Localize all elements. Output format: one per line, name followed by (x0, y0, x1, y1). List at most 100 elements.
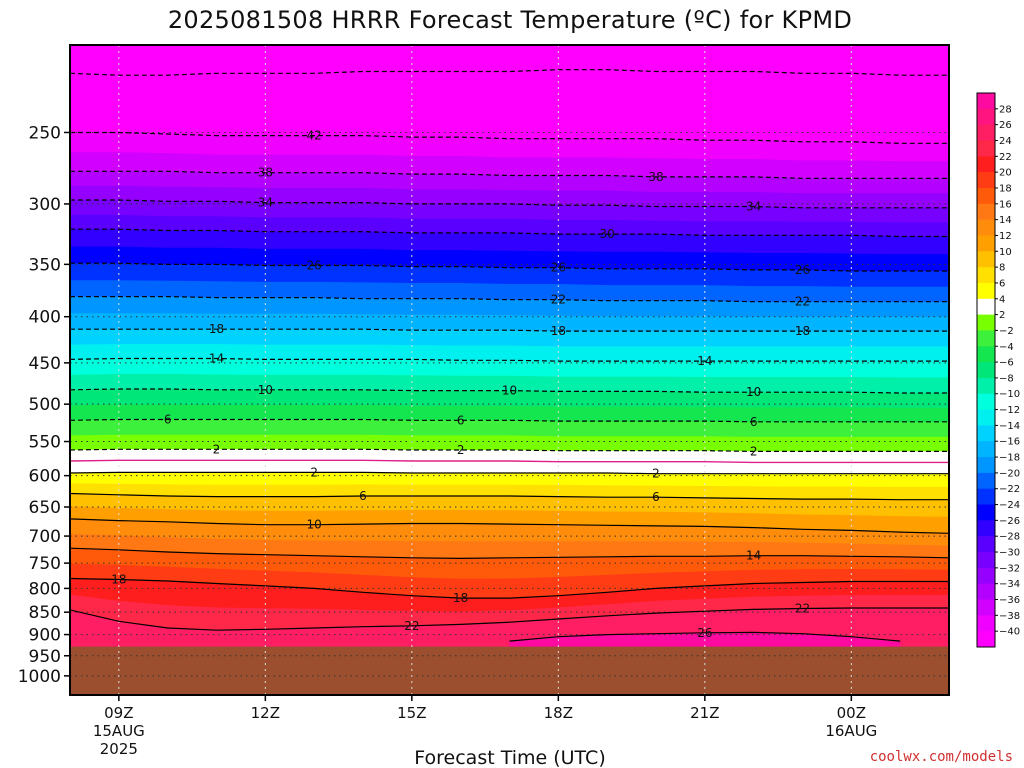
colorbar-label: −24 (999, 500, 1020, 511)
y-tick-label: 400 (29, 308, 61, 328)
isotherm-label: 6 (750, 415, 758, 429)
colorbar-label: 2 (999, 310, 1005, 321)
isotherm-label: 14 (209, 351, 224, 365)
gridlines (70, 45, 949, 695)
colorbar-label: −36 (999, 595, 1020, 606)
colorbar-label: −40 (999, 627, 1020, 638)
colorbar-label: −32 (999, 563, 1020, 574)
colorbar-label: −34 (999, 579, 1020, 590)
colorbar-label: −16 (999, 437, 1020, 448)
y-tick-label: 850 (29, 603, 61, 623)
colorbar-swatch (977, 520, 995, 537)
isotherm-label: 18 (795, 324, 810, 338)
x-tick-label: 09Z (104, 704, 133, 722)
isotherm-line (70, 471, 949, 475)
y-tick-label: 350 (29, 255, 61, 275)
colorbar-swatch (977, 156, 995, 173)
colorbar-swatch (977, 615, 995, 632)
ground-fill (70, 646, 949, 695)
isotherm-line (70, 418, 949, 423)
credit-text: coolwx.com/models (870, 749, 1013, 765)
colorbar-label: −12 (999, 405, 1020, 416)
isotherm-label: 34 (258, 196, 273, 210)
isotherm-contours (70, 69, 949, 642)
colorbar-label: 26 (999, 120, 1012, 131)
isotherm-line (70, 296, 949, 303)
isotherm-label: 42 (307, 129, 322, 143)
colorbar-swatch (977, 425, 995, 442)
isotherm-label: 10 (746, 385, 761, 399)
isotherm-label: 34 (746, 200, 761, 214)
isotherm-label: 26 (551, 261, 566, 275)
colorbar-swatch (977, 552, 995, 569)
isotherm-label: 26 (307, 258, 322, 272)
colorbar-label: −2 (999, 326, 1014, 337)
colorbar-swatch (977, 567, 995, 585)
colorbar-label: 6 (999, 278, 1005, 289)
colorbar-swatch (977, 108, 995, 126)
isotherm-label: 22 (795, 601, 810, 615)
isotherm-line (70, 547, 949, 560)
colorbar-swatch (977, 235, 995, 252)
isotherm-label: 14 (697, 354, 712, 368)
isotherm-line (70, 459, 949, 464)
isotherm-label: 2 (457, 443, 465, 457)
isotherm-label: 38 (648, 170, 663, 184)
colorbar-swatch (977, 282, 995, 300)
colorbar-swatch (977, 219, 995, 236)
colorbar-label: −38 (999, 611, 1020, 622)
isotherm-label: 6 (652, 490, 660, 504)
chart-title: 2025081508 HRRR Forecast Temperature (ºC… (168, 6, 852, 34)
isotherm-line (70, 357, 949, 362)
colorbar-swatch (977, 362, 995, 379)
isotherm-label: 10 (502, 384, 517, 398)
ground-layer (70, 646, 949, 695)
isotherm-label: 6 (359, 489, 367, 503)
isotherm-label: 2 (213, 442, 221, 456)
y-tick-label: 250 (29, 123, 61, 143)
x-tick-label: 18Z (544, 704, 573, 722)
y-tick-label: 650 (29, 498, 61, 518)
colorbar-swatch (977, 124, 995, 141)
isotherm-label: 30 (600, 227, 615, 241)
isotherm-label: 6 (457, 413, 465, 427)
isotherm-line (70, 228, 949, 238)
colorbar-swatch (977, 488, 995, 506)
y-tick-label: 750 (29, 554, 61, 574)
y-tick-label: 500 (29, 395, 61, 415)
isotherm-line (70, 131, 949, 144)
colorbar-label: −8 (999, 373, 1014, 384)
colorbar-swatch (977, 346, 995, 363)
colorbar-swatch (977, 203, 995, 221)
colorbar-label: −4 (999, 342, 1014, 353)
y-tick-label: 900 (29, 626, 61, 646)
isotherm-line (509, 631, 901, 642)
colorbar-swatch (977, 409, 995, 426)
isotherm-line (70, 199, 949, 209)
colorbar-swatch (977, 172, 995, 189)
y-tick-label: 450 (29, 354, 61, 374)
colorbar-swatch (977, 187, 995, 205)
colorbar-label: −30 (999, 548, 1020, 559)
y-tick-label: 1000 (18, 667, 61, 687)
colorbar-swatch (977, 314, 995, 331)
colorbar-label: 4 (999, 294, 1005, 305)
isotherm-line (70, 518, 949, 534)
colorbar-label: 16 (999, 199, 1012, 210)
colorbar-swatch (977, 330, 995, 347)
x-tick-label: 15Z (397, 704, 426, 722)
isotherm-line (70, 607, 949, 631)
colorbar-swatch (977, 457, 995, 474)
isotherm-label: 18 (111, 572, 126, 586)
y-tick-label: 950 (29, 647, 61, 667)
isotherm-label: 22 (404, 619, 419, 633)
colorbar-label: −20 (999, 468, 1020, 479)
y-tick-label: 550 (29, 433, 61, 453)
colorbar-label: −28 (999, 532, 1020, 543)
y-axis: 250 300 350 400 450 500 550 600 650 700 750 800 850 9… (18, 123, 70, 687)
isotherm-label: 22 (551, 293, 566, 307)
colorbar-label: 22 (999, 152, 1012, 163)
